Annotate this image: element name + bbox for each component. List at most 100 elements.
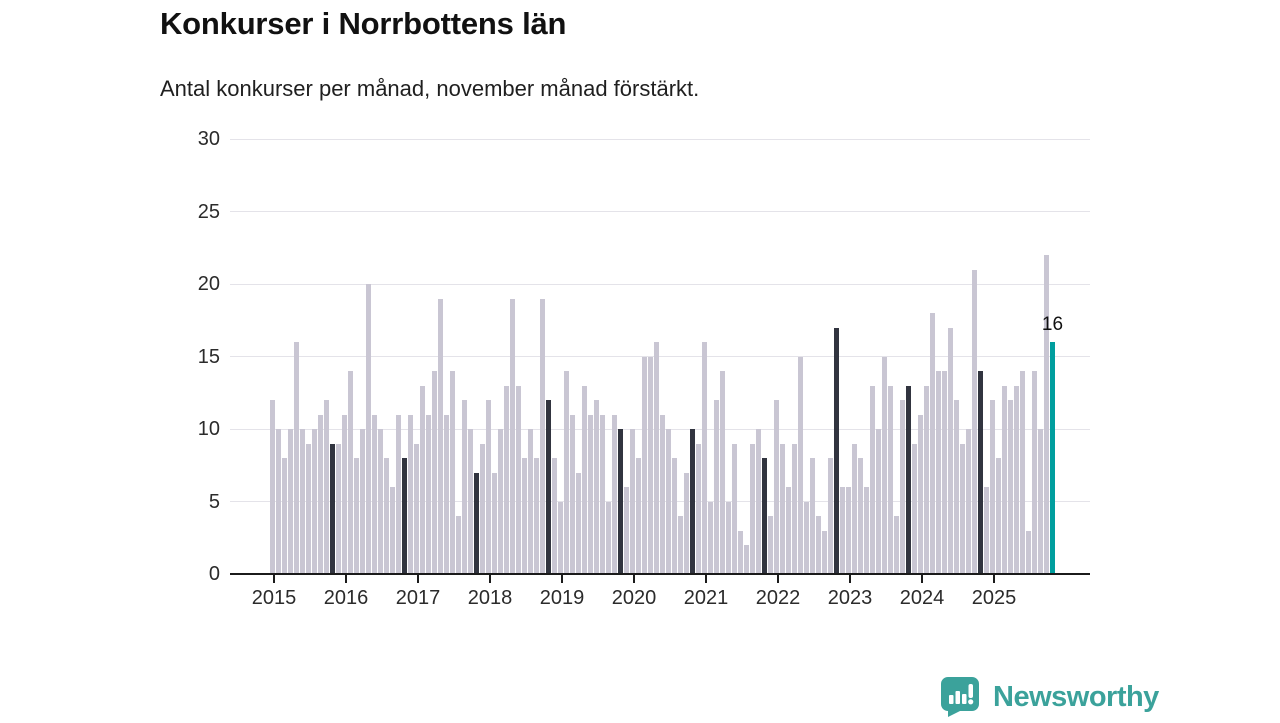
bar-2017-m9 <box>462 400 467 574</box>
x-tick-2023 <box>849 575 851 583</box>
bar-2023-m7 <box>882 356 887 574</box>
bar-2018-m6 <box>516 385 521 574</box>
bar-2023-m6 <box>876 429 881 574</box>
y-tick-label-0: 0 <box>208 563 220 585</box>
bar-2017-m4 <box>432 371 437 574</box>
bar-2023-november <box>906 385 911 574</box>
x-tick-2018 <box>489 575 491 583</box>
bar-2015-m8 <box>312 429 317 574</box>
bar-2017-m2 <box>420 385 425 574</box>
bar-2021-november <box>762 458 767 574</box>
bar-2018-m3 <box>498 429 503 574</box>
bar-2025-m4 <box>1008 400 1013 574</box>
bar-2017-november <box>474 472 479 574</box>
bar-2018-m7 <box>522 458 527 574</box>
bar-2025-november-current <box>1050 342 1055 574</box>
x-tick-label-2018: 2018 <box>467 587 513 609</box>
bar-2025-m9 <box>1038 429 1043 574</box>
bar-2023-m8 <box>888 385 893 574</box>
x-tick-2021 <box>705 575 707 583</box>
bar-2025-m1 <box>990 400 995 574</box>
bar-2016-m1 <box>342 414 347 574</box>
x-tick-2019 <box>561 575 563 583</box>
bar-2019-m6 <box>588 414 593 574</box>
bar-2015-m6 <box>300 429 305 574</box>
bar-2017-m1 <box>414 443 419 574</box>
bar-2025-m10 <box>1044 255 1049 574</box>
bar-2025-m7 <box>1026 530 1031 574</box>
newsworthy-logo-icon <box>940 676 980 718</box>
bar-2015-november <box>330 443 335 574</box>
bar-2018-m12 <box>552 458 557 574</box>
bar-2019-m4 <box>576 472 581 574</box>
bar-2017-m6 <box>444 414 449 574</box>
bar-2016-m5 <box>366 284 371 574</box>
brand-footer: Newsworthy <box>940 676 1260 718</box>
bar-2021-m9 <box>750 443 755 574</box>
bar-2019-m1 <box>558 501 563 574</box>
bar-2015-m9 <box>318 414 323 574</box>
bar-2016-m12 <box>408 414 413 574</box>
bar-2023-m12 <box>912 443 917 574</box>
bar-2019-m5 <box>582 385 587 574</box>
bar-2016-m7 <box>378 429 383 574</box>
gridline-30 <box>230 138 1090 140</box>
bar-2025-m8 <box>1032 371 1037 574</box>
y-tick-label-30: 30 <box>197 128 220 150</box>
current-value-label: 16 <box>1041 314 1064 335</box>
bar-2017-m3 <box>426 414 431 574</box>
bar-2018-m2 <box>492 472 497 574</box>
bar-2020-m7 <box>666 429 671 574</box>
bar-2019-m10 <box>612 414 617 574</box>
bar-2024-m3 <box>930 313 935 574</box>
bar-2022-m10 <box>828 458 833 574</box>
bar-2015-m5 <box>294 342 299 574</box>
bar-2024-m7 <box>954 400 959 574</box>
y-tick-label-20: 20 <box>197 273 220 295</box>
bar-2020-m5 <box>654 342 659 574</box>
bar-2022-m2 <box>780 443 785 574</box>
bar-2020-m6 <box>660 414 665 574</box>
bar-2016-m8 <box>384 458 389 574</box>
bar-2020-m4 <box>648 356 653 574</box>
x-tick-label-2015: 2015 <box>251 587 297 609</box>
bar-2020-m12 <box>696 443 701 574</box>
bar-2015-m10 <box>324 400 329 574</box>
x-tick-2022 <box>777 575 779 583</box>
bar-2019-m12 <box>624 487 629 574</box>
bar-2024-m12 <box>984 487 989 574</box>
bar-2020-m3 <box>642 356 647 574</box>
bar-2016-november <box>402 458 407 574</box>
bar-2017-m10 <box>468 429 473 574</box>
bar-2018-m4 <box>504 385 509 574</box>
bar-2025-m3 <box>1002 385 1007 574</box>
bar-2022-m7 <box>810 458 815 574</box>
bar-2016-m10 <box>396 414 401 574</box>
bar-2016-m2 <box>348 371 353 574</box>
bar-2020-november <box>690 429 695 574</box>
gridline-25 <box>230 211 1090 212</box>
bar-2019-m2 <box>564 371 569 574</box>
bar-2024-november <box>978 371 983 574</box>
bar-2016-m4 <box>360 429 365 574</box>
x-tick-2015 <box>273 575 275 583</box>
bar-2019-m8 <box>600 414 605 574</box>
bar-2022-m6 <box>804 501 809 574</box>
bar-2020-m2 <box>636 458 641 574</box>
bar-2024-m8 <box>960 443 965 574</box>
bar-2019-m7 <box>594 400 599 574</box>
x-tick-label-2025: 2025 <box>971 587 1017 609</box>
bar-2023-m5 <box>870 385 875 574</box>
bar-2018-m10 <box>540 298 545 574</box>
bar-2022-m3 <box>786 487 791 574</box>
bar-2024-m9 <box>966 429 971 574</box>
brand-wordmark: Newsworthy <box>993 680 1159 713</box>
bar-2025-m6 <box>1020 371 1025 574</box>
bar-2023-m2 <box>852 443 857 574</box>
gridline-15 <box>230 356 1090 357</box>
bar-2023-m3 <box>858 458 863 574</box>
bar-2020-m1 <box>630 429 635 574</box>
x-tick-label-2019: 2019 <box>539 587 585 609</box>
x-tick-2020 <box>633 575 635 583</box>
x-tick-2025 <box>993 575 995 583</box>
